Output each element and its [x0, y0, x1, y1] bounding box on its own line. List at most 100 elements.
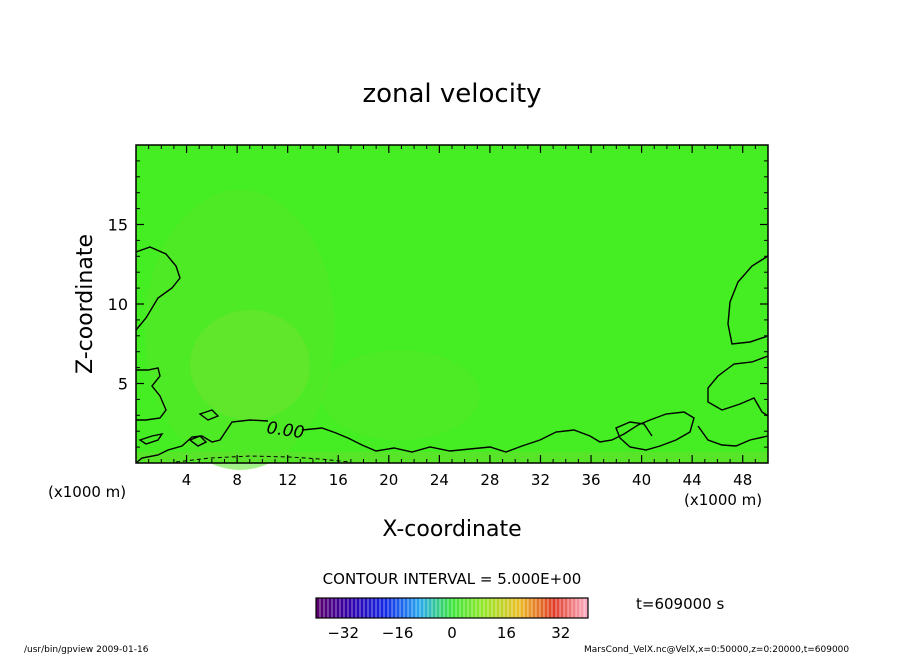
time-label: t=609000 s — [636, 595, 724, 613]
colorbar-cell — [528, 598, 533, 618]
colorbar-cell — [356, 598, 361, 618]
colorbar-cell — [400, 598, 405, 618]
x-tick-label: 44 — [683, 471, 702, 489]
colorbar-cell — [508, 598, 513, 618]
colorbar-cell — [344, 598, 349, 618]
colorbar-cell — [420, 598, 425, 618]
colorbar-cell — [556, 598, 561, 618]
colorbar-cell — [416, 598, 421, 618]
colorbar-cell — [540, 598, 545, 618]
x-unit-label-right: (x1000 m) — [684, 491, 762, 509]
colorbar-cell — [524, 598, 529, 618]
negative-contour — [175, 455, 351, 463]
colorbar-cell — [440, 598, 445, 618]
contour-right-low — [697, 425, 769, 447]
y-tick-label: 10 — [108, 295, 128, 314]
colorbar-cell — [368, 598, 373, 618]
colorbar-cell — [336, 598, 341, 618]
colorbar-frame — [315, 597, 589, 619]
colorbar-cell — [328, 598, 333, 618]
x-tick-label: 24 — [430, 471, 449, 489]
contour-blob-b — [188, 435, 208, 447]
colorbar-cell — [584, 598, 589, 618]
colorbar-cell — [436, 598, 441, 618]
contour-right-upper — [727, 255, 769, 345]
colorbar-cell — [316, 598, 321, 618]
colorbar-cell — [432, 598, 437, 618]
x-tick-label: 16 — [329, 471, 348, 489]
colorbar-cell — [536, 598, 541, 618]
colorbar-cell — [444, 598, 449, 618]
colorbar-cell — [352, 598, 357, 618]
contour-interval-text: CONTOUR INTERVAL = 5.000E+00 — [323, 570, 582, 588]
field-light-region-2 — [190, 310, 310, 420]
x-tick-label: 12 — [278, 471, 297, 489]
colorbar-cell — [396, 598, 401, 618]
x-axis-title: X-coordinate — [382, 517, 521, 542]
y-tick-label: 15 — [108, 216, 128, 235]
colorbar-tick-label: 16 — [497, 624, 516, 642]
colorbar-cell — [376, 598, 381, 618]
colorbar-tick-label: −16 — [382, 624, 414, 642]
plot-area: 0.00 — [135, 144, 769, 470]
colorbar-cell — [572, 598, 577, 618]
colorbar-cell — [392, 598, 397, 618]
colorbar-cell — [488, 598, 493, 618]
colorbar-cell — [360, 598, 365, 618]
contour-lines — [135, 246, 769, 464]
colorbar-tick-label: −32 — [327, 624, 359, 642]
colorbar-ticks: −32 −16 0 16 32 — [327, 624, 570, 642]
x-tick-label: 20 — [379, 471, 398, 489]
colorbar-cell — [384, 598, 389, 618]
colorbar-cell — [408, 598, 413, 618]
x-tick-label: 40 — [632, 471, 651, 489]
colorbar-cell — [428, 598, 433, 618]
colorbar-cell — [504, 598, 509, 618]
colorbar-cell — [580, 598, 585, 618]
colorbar — [315, 597, 589, 619]
colorbar-cell — [500, 598, 505, 618]
contour-blob-a — [198, 409, 220, 421]
colorbar-cell — [412, 598, 417, 618]
x-tick-label: 48 — [733, 471, 752, 489]
colorbar-cell — [324, 598, 329, 618]
x-tick-label: 4 — [182, 471, 192, 489]
colorbar-cell — [568, 598, 573, 618]
colorbar-cell — [388, 598, 393, 618]
x-unit-label-left: (x1000 m) — [48, 483, 126, 501]
colorbar-cell — [460, 598, 465, 618]
colorbar-cell — [476, 598, 481, 618]
colorbar-cell — [448, 598, 453, 618]
chart-title: zonal velocity — [362, 79, 541, 109]
contour-left-small — [138, 432, 164, 445]
colorbar-cell — [480, 598, 485, 618]
colorbar-cell — [552, 598, 557, 618]
colorbar-cell — [564, 598, 569, 618]
colorbar-cell — [548, 598, 553, 618]
surface-band — [136, 452, 768, 463]
colorbar-cell — [380, 598, 385, 618]
colorbar-cell — [472, 598, 477, 618]
y-axis-title: Z-coordinate — [73, 234, 98, 374]
colorbar-cell — [520, 598, 525, 618]
field-light-region-3 — [320, 350, 480, 440]
colorbar-tick-label: 32 — [551, 624, 570, 642]
colorbar-cell — [496, 598, 501, 618]
colorbar-cell — [532, 598, 537, 618]
colorbar-cell — [320, 598, 325, 618]
colorbar-cell — [372, 598, 377, 618]
colorbar-cell — [576, 598, 581, 618]
colorbar-cell — [340, 598, 345, 618]
colorbar-cell — [456, 598, 461, 618]
x-tick-label: 28 — [480, 471, 499, 489]
colorbar-cell — [484, 598, 489, 618]
x-tick-label: 36 — [581, 471, 600, 489]
colorbar-cell — [452, 598, 457, 618]
colorbar-cell — [492, 598, 497, 618]
colorbar-cell — [364, 598, 369, 618]
contour-left-upper — [135, 246, 181, 331]
colorbar-cell — [404, 598, 409, 618]
colorbar-cell — [516, 598, 521, 618]
footer-left: /usr/bin/gpview 2009-01-16 — [24, 645, 149, 654]
